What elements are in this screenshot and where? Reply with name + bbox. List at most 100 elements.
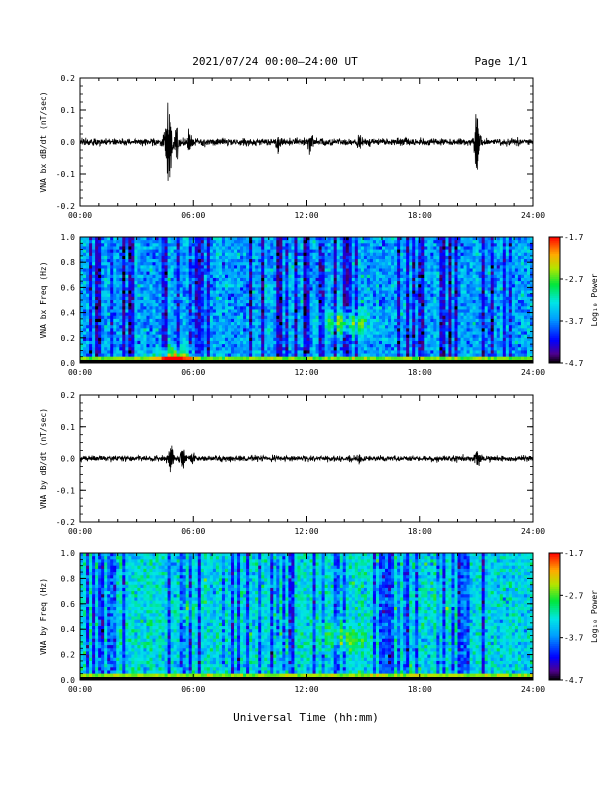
heatmap-cell [508,284,513,288]
heatmap-cell [360,284,365,288]
heatmap-cell [487,259,492,263]
heatmap-cell [463,325,467,329]
heatmap-cell [357,284,362,288]
heatmap-cell [397,322,401,326]
heatmap-cell [170,325,175,329]
heatmap-cell [324,259,329,263]
heatmap-cell [484,240,489,244]
heatmap-cell [372,296,377,301]
heatmap-cell [212,259,217,263]
heatmap-cell [502,287,507,291]
heatmap-cell [382,281,386,285]
heatmap-cell [203,284,208,288]
heatmap-cell [457,309,461,313]
heatmap-cell [457,315,461,320]
heatmap-cell [360,312,365,317]
heatmap-cell [110,237,114,241]
heatmap-cell [276,325,280,329]
heatmap-cell [336,262,341,266]
heatmap-cell [107,325,111,329]
heatmap-cell [104,296,108,301]
heatmap-cell [86,331,90,336]
heatmap-cell [149,237,153,241]
heatmap-cell [221,262,226,266]
heatmap-cell [442,325,446,329]
heatmap-cell [294,296,298,301]
heatmap-cell [348,331,353,336]
heatmap-cell [412,290,416,295]
heatmap-cell [288,325,292,329]
heatmap-cell [179,325,184,329]
heatmap-cell [273,290,277,295]
heatmap-cell [164,325,168,329]
heatmap-cell [448,281,452,285]
heatmap-cell [354,300,359,304]
heatmap-cell [209,325,214,329]
heatmap-cell [224,271,229,276]
heatmap-cell [433,284,437,288]
heatmap-cell [460,255,464,260]
heatmap-cell [309,306,313,310]
heatmap-cell [270,303,274,307]
heatmap-cell [270,309,274,313]
heatmap-cell [128,322,132,326]
heatmap-cell [288,271,292,276]
heatmap-cell [101,325,105,329]
heatmap-cell [161,252,165,257]
heatmap-cell [83,237,87,241]
heatmap-cell [378,296,383,301]
heatmap-cell [188,237,193,241]
heatmap-cell [300,296,304,301]
heatmap-cell [227,318,232,323]
heatmap-cell [98,296,102,301]
heatmap-cell [249,300,253,304]
heatmap-cell [354,277,359,282]
heatmap-cell [206,328,211,332]
heatmap-cell [152,281,156,285]
heatmap-cell [421,274,425,279]
heatmap-cell [517,331,522,336]
heatmap-cell [158,284,162,288]
heatmap-cell [167,325,171,329]
heatmap-cell [237,243,241,247]
heatmap-cell [478,287,483,291]
heatmap-cell [427,284,431,288]
heatmap-cell [372,293,377,298]
heatmap-cell [215,331,220,336]
heatmap-cell [279,296,283,301]
heatmap-cell [240,243,244,247]
heatmap-cell [300,281,304,285]
y-tick-label: 0.0 [61,138,76,147]
heatmap-cell [406,312,410,317]
heatmap-cell [523,284,528,288]
heatmap-cell [372,325,377,329]
heatmap-cell [336,237,341,241]
heatmap-cell [330,287,335,291]
heatmap-cell [221,271,226,276]
heatmap-cell [270,318,274,323]
heatmap-cell [336,334,341,339]
heatmap-cell [403,312,407,317]
heatmap-cell [101,318,105,323]
heatmap-cell [146,252,150,257]
heatmap-cell [197,312,202,317]
heatmap-cell [412,318,416,323]
heatmap-cell [237,300,241,304]
heatmap-cell [86,268,90,273]
heatmap-cell [264,255,268,260]
heatmap-cell [514,284,519,288]
heatmap-cell [478,237,483,241]
heatmap-cell [206,246,211,250]
heatmap-cell [336,331,341,336]
heatmap-cell [92,243,96,247]
heatmap-cell [466,287,470,291]
heatmap-cell [285,306,289,310]
heatmap-cell [270,296,274,301]
heatmap-cell [478,249,483,254]
heatmap-cell [231,277,235,282]
heatmap-cell [179,293,184,298]
heatmap-cell [237,259,241,263]
heatmap-cell [297,300,301,304]
heatmap-cell [155,265,159,269]
heatmap-cell [252,255,256,260]
